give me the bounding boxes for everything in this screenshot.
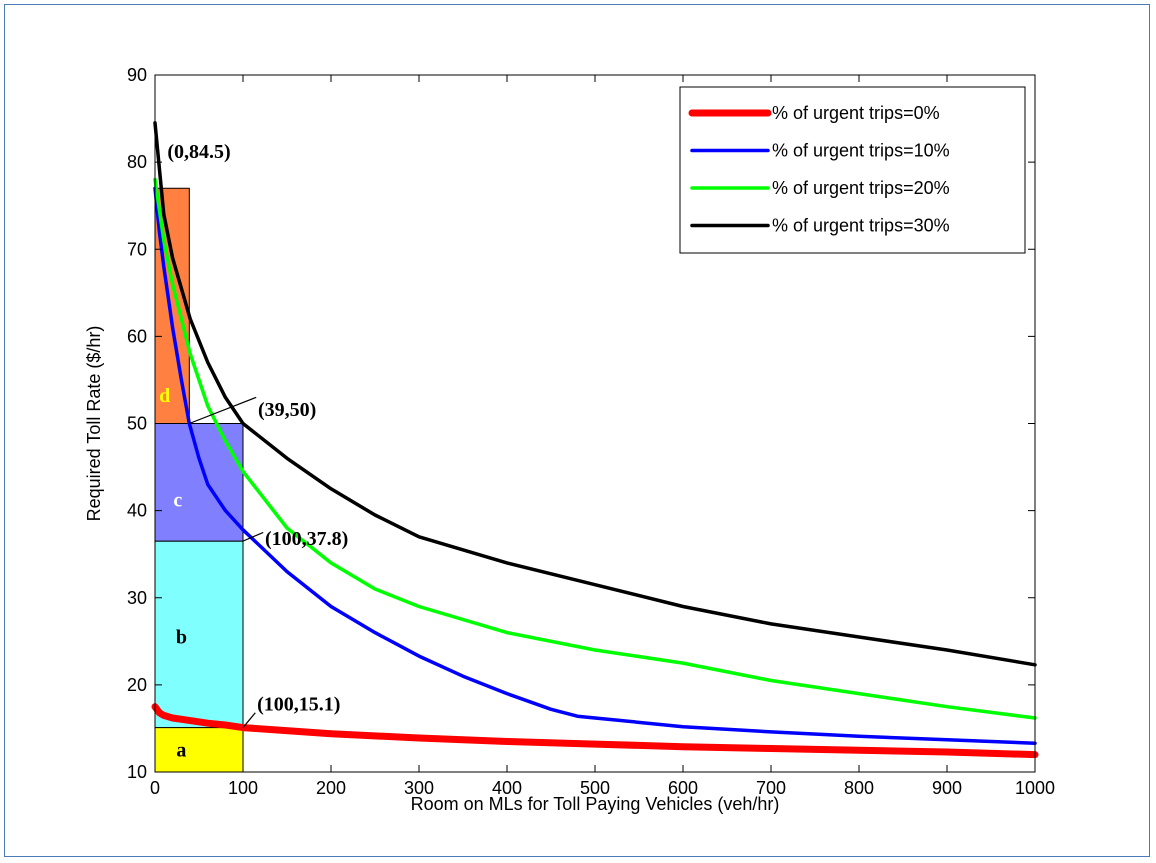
legend-label-0: % of urgent trips=0% (772, 103, 940, 123)
y-tick-label-2: 30 (127, 588, 147, 608)
legend-label-1: % of urgent trips=10% (772, 141, 950, 161)
x-tick-label-10: 1000 (1015, 778, 1055, 798)
x-tick-label-2: 200 (316, 778, 346, 798)
y-tick-label-3: 40 (127, 501, 147, 521)
series-line-2 (153, 177, 1037, 720)
x-tick-label-1: 100 (228, 778, 258, 798)
region-b (154, 540, 244, 729)
y-tick-label-1: 20 (127, 675, 147, 695)
annotation-label-2: (100,37.8) (265, 528, 348, 550)
x-tick-label-3: 300 (404, 778, 434, 798)
x-tick-label-8: 800 (844, 778, 874, 798)
x-tick-label-5: 500 (580, 778, 610, 798)
x-tick-label-4: 400 (492, 778, 522, 798)
region-label-d: d (159, 385, 170, 407)
annotation-label-1: (39,50) (258, 399, 316, 421)
annotation-label-0: (0,84.5) (167, 141, 230, 163)
y-tick-label-0: 10 (127, 762, 147, 782)
x-tick-label-6: 600 (668, 778, 698, 798)
annotation-leader-3 (242, 712, 256, 728)
annotation-leader-1 (189, 396, 257, 425)
region-label-b: b (176, 626, 187, 648)
legend-label-3: % of urgent trips=30% (772, 216, 950, 236)
x-axis-title: Room on MLs for Toll Paying Vehicles (ve… (411, 794, 780, 814)
series-line-3 (153, 121, 1037, 667)
annotation-label-3: (100,15.1) (257, 693, 340, 715)
region-c (154, 423, 244, 542)
region-a (154, 727, 244, 773)
y-tick-label-6: 70 (127, 239, 147, 259)
legend-label-2: % of urgent trips=20% (772, 178, 950, 198)
x-tick-label-0: 0 (150, 778, 160, 798)
series-line-1 (153, 186, 1037, 745)
annotation-leader-2 (242, 531, 264, 542)
y-tick-label-7: 80 (127, 152, 147, 172)
legend: % of urgent trips=0% % of urgent trips=10… (679, 86, 1026, 254)
y-tick-label-8: 90 (127, 65, 147, 85)
region-label-c: c (173, 490, 182, 512)
x-tick-label-7: 700 (756, 778, 786, 798)
series-line-0 (151, 703, 1039, 759)
y-tick-label-4: 50 (127, 414, 147, 434)
region-label-a: a (176, 740, 186, 762)
y-axis-title: Required Toll Rate ($/hr) (84, 326, 104, 522)
x-tick-label-9: 900 (932, 778, 962, 798)
y-tick-label-5: 60 (127, 326, 147, 346)
